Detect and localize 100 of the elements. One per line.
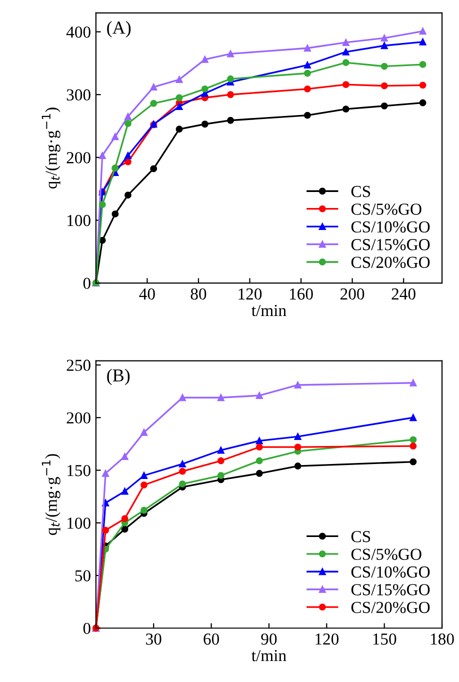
point bbox=[178, 394, 186, 402]
point bbox=[304, 62, 311, 69]
point bbox=[102, 470, 110, 477]
x-tick-label: 40 bbox=[139, 288, 155, 300]
point bbox=[121, 488, 128, 495]
point bbox=[140, 482, 148, 488]
point bbox=[201, 120, 208, 128]
point bbox=[380, 102, 388, 110]
x-tick-label: 120 bbox=[316, 633, 339, 645]
point bbox=[256, 457, 263, 464]
y-tick-label: 0 bbox=[83, 278, 90, 289]
point bbox=[256, 444, 263, 451]
point bbox=[419, 28, 426, 35]
annotation: (A) bbox=[107, 21, 131, 38]
point bbox=[410, 442, 417, 450]
y-axis-title: q$_{t}$/(mg·g$^{−1}$) bbox=[42, 108, 60, 189]
point bbox=[124, 152, 132, 160]
point bbox=[217, 394, 224, 402]
point bbox=[176, 126, 183, 133]
point bbox=[256, 392, 263, 399]
point bbox=[419, 60, 426, 68]
point bbox=[201, 56, 208, 63]
y-tick-label: 200 bbox=[66, 412, 90, 424]
point bbox=[227, 50, 234, 58]
point bbox=[380, 42, 388, 50]
point bbox=[176, 94, 183, 102]
point bbox=[410, 379, 417, 386]
point bbox=[217, 457, 224, 464]
legend-label: CS/5%GO bbox=[351, 548, 422, 560]
x-axis-title: t/min bbox=[252, 304, 286, 316]
point bbox=[140, 428, 148, 436]
point bbox=[121, 515, 128, 522]
point bbox=[419, 38, 426, 46]
point bbox=[410, 458, 417, 466]
point bbox=[178, 460, 186, 468]
point bbox=[304, 70, 311, 77]
point bbox=[227, 91, 234, 98]
point bbox=[201, 85, 208, 92]
x-tick-label: 90 bbox=[261, 633, 277, 645]
y-tick-label: 400 bbox=[66, 26, 90, 38]
point bbox=[294, 444, 302, 451]
legend-label: CS bbox=[351, 186, 370, 198]
y-tick-label: 200 bbox=[66, 152, 90, 164]
y-tick-label: 150 bbox=[68, 464, 90, 476]
legend-label: CS/20%GO bbox=[351, 256, 430, 268]
point bbox=[410, 414, 417, 422]
point bbox=[150, 100, 158, 107]
point bbox=[380, 62, 388, 70]
x-tick-label: 150 bbox=[373, 633, 396, 645]
legend-label: CS/10%GO bbox=[351, 566, 430, 578]
point bbox=[102, 526, 110, 534]
point bbox=[98, 201, 106, 208]
point bbox=[419, 82, 426, 89]
x-tick-label: 60 bbox=[204, 633, 219, 645]
y-tick-label: 300 bbox=[66, 89, 90, 101]
point bbox=[342, 48, 350, 56]
point bbox=[176, 76, 183, 84]
point bbox=[121, 453, 128, 460]
point bbox=[112, 210, 119, 218]
point bbox=[176, 103, 183, 110]
x-tick-label: 200 bbox=[340, 288, 364, 300]
legend-label: CS/15%GO bbox=[351, 584, 430, 596]
legend-label: CS/10%GO bbox=[351, 221, 430, 233]
point bbox=[124, 158, 132, 166]
x-tick-label: 180 bbox=[430, 633, 454, 645]
point bbox=[150, 165, 158, 172]
x-axis-title: t/min bbox=[252, 650, 286, 662]
x-tick-label: 120 bbox=[238, 288, 262, 300]
point bbox=[410, 436, 417, 444]
y-tick-label: 50 bbox=[75, 570, 90, 582]
point bbox=[178, 468, 186, 475]
point bbox=[124, 113, 132, 120]
x-tick-label: 80 bbox=[190, 288, 206, 300]
legend-label: CS/20%GO bbox=[351, 602, 430, 614]
point bbox=[140, 472, 148, 479]
y-tick-label: 250 bbox=[66, 360, 90, 371]
y-tick-label: 100 bbox=[68, 214, 90, 226]
point bbox=[342, 81, 350, 88]
point bbox=[98, 152, 106, 160]
point bbox=[121, 526, 128, 533]
point bbox=[304, 112, 311, 119]
y-tick-label: 0 bbox=[83, 622, 90, 634]
point bbox=[112, 133, 119, 140]
point bbox=[342, 106, 350, 113]
x-tick-label: 160 bbox=[290, 288, 313, 300]
point bbox=[380, 34, 388, 42]
point bbox=[256, 437, 263, 444]
point bbox=[124, 120, 132, 127]
point bbox=[150, 84, 158, 91]
point bbox=[178, 480, 186, 488]
point bbox=[217, 472, 224, 479]
point bbox=[304, 44, 311, 52]
x-tick-label: 240 bbox=[392, 288, 416, 300]
point bbox=[294, 462, 302, 470]
legend-label: CS/15%GO bbox=[351, 239, 430, 250]
x-tick-label: 30 bbox=[146, 633, 162, 645]
annotation: (B) bbox=[107, 368, 130, 386]
legend-label: CS bbox=[351, 531, 370, 542]
point bbox=[227, 75, 234, 82]
y-axis-title: q$_{t}$/(mg·g$^{−1}$) bbox=[42, 454, 60, 536]
